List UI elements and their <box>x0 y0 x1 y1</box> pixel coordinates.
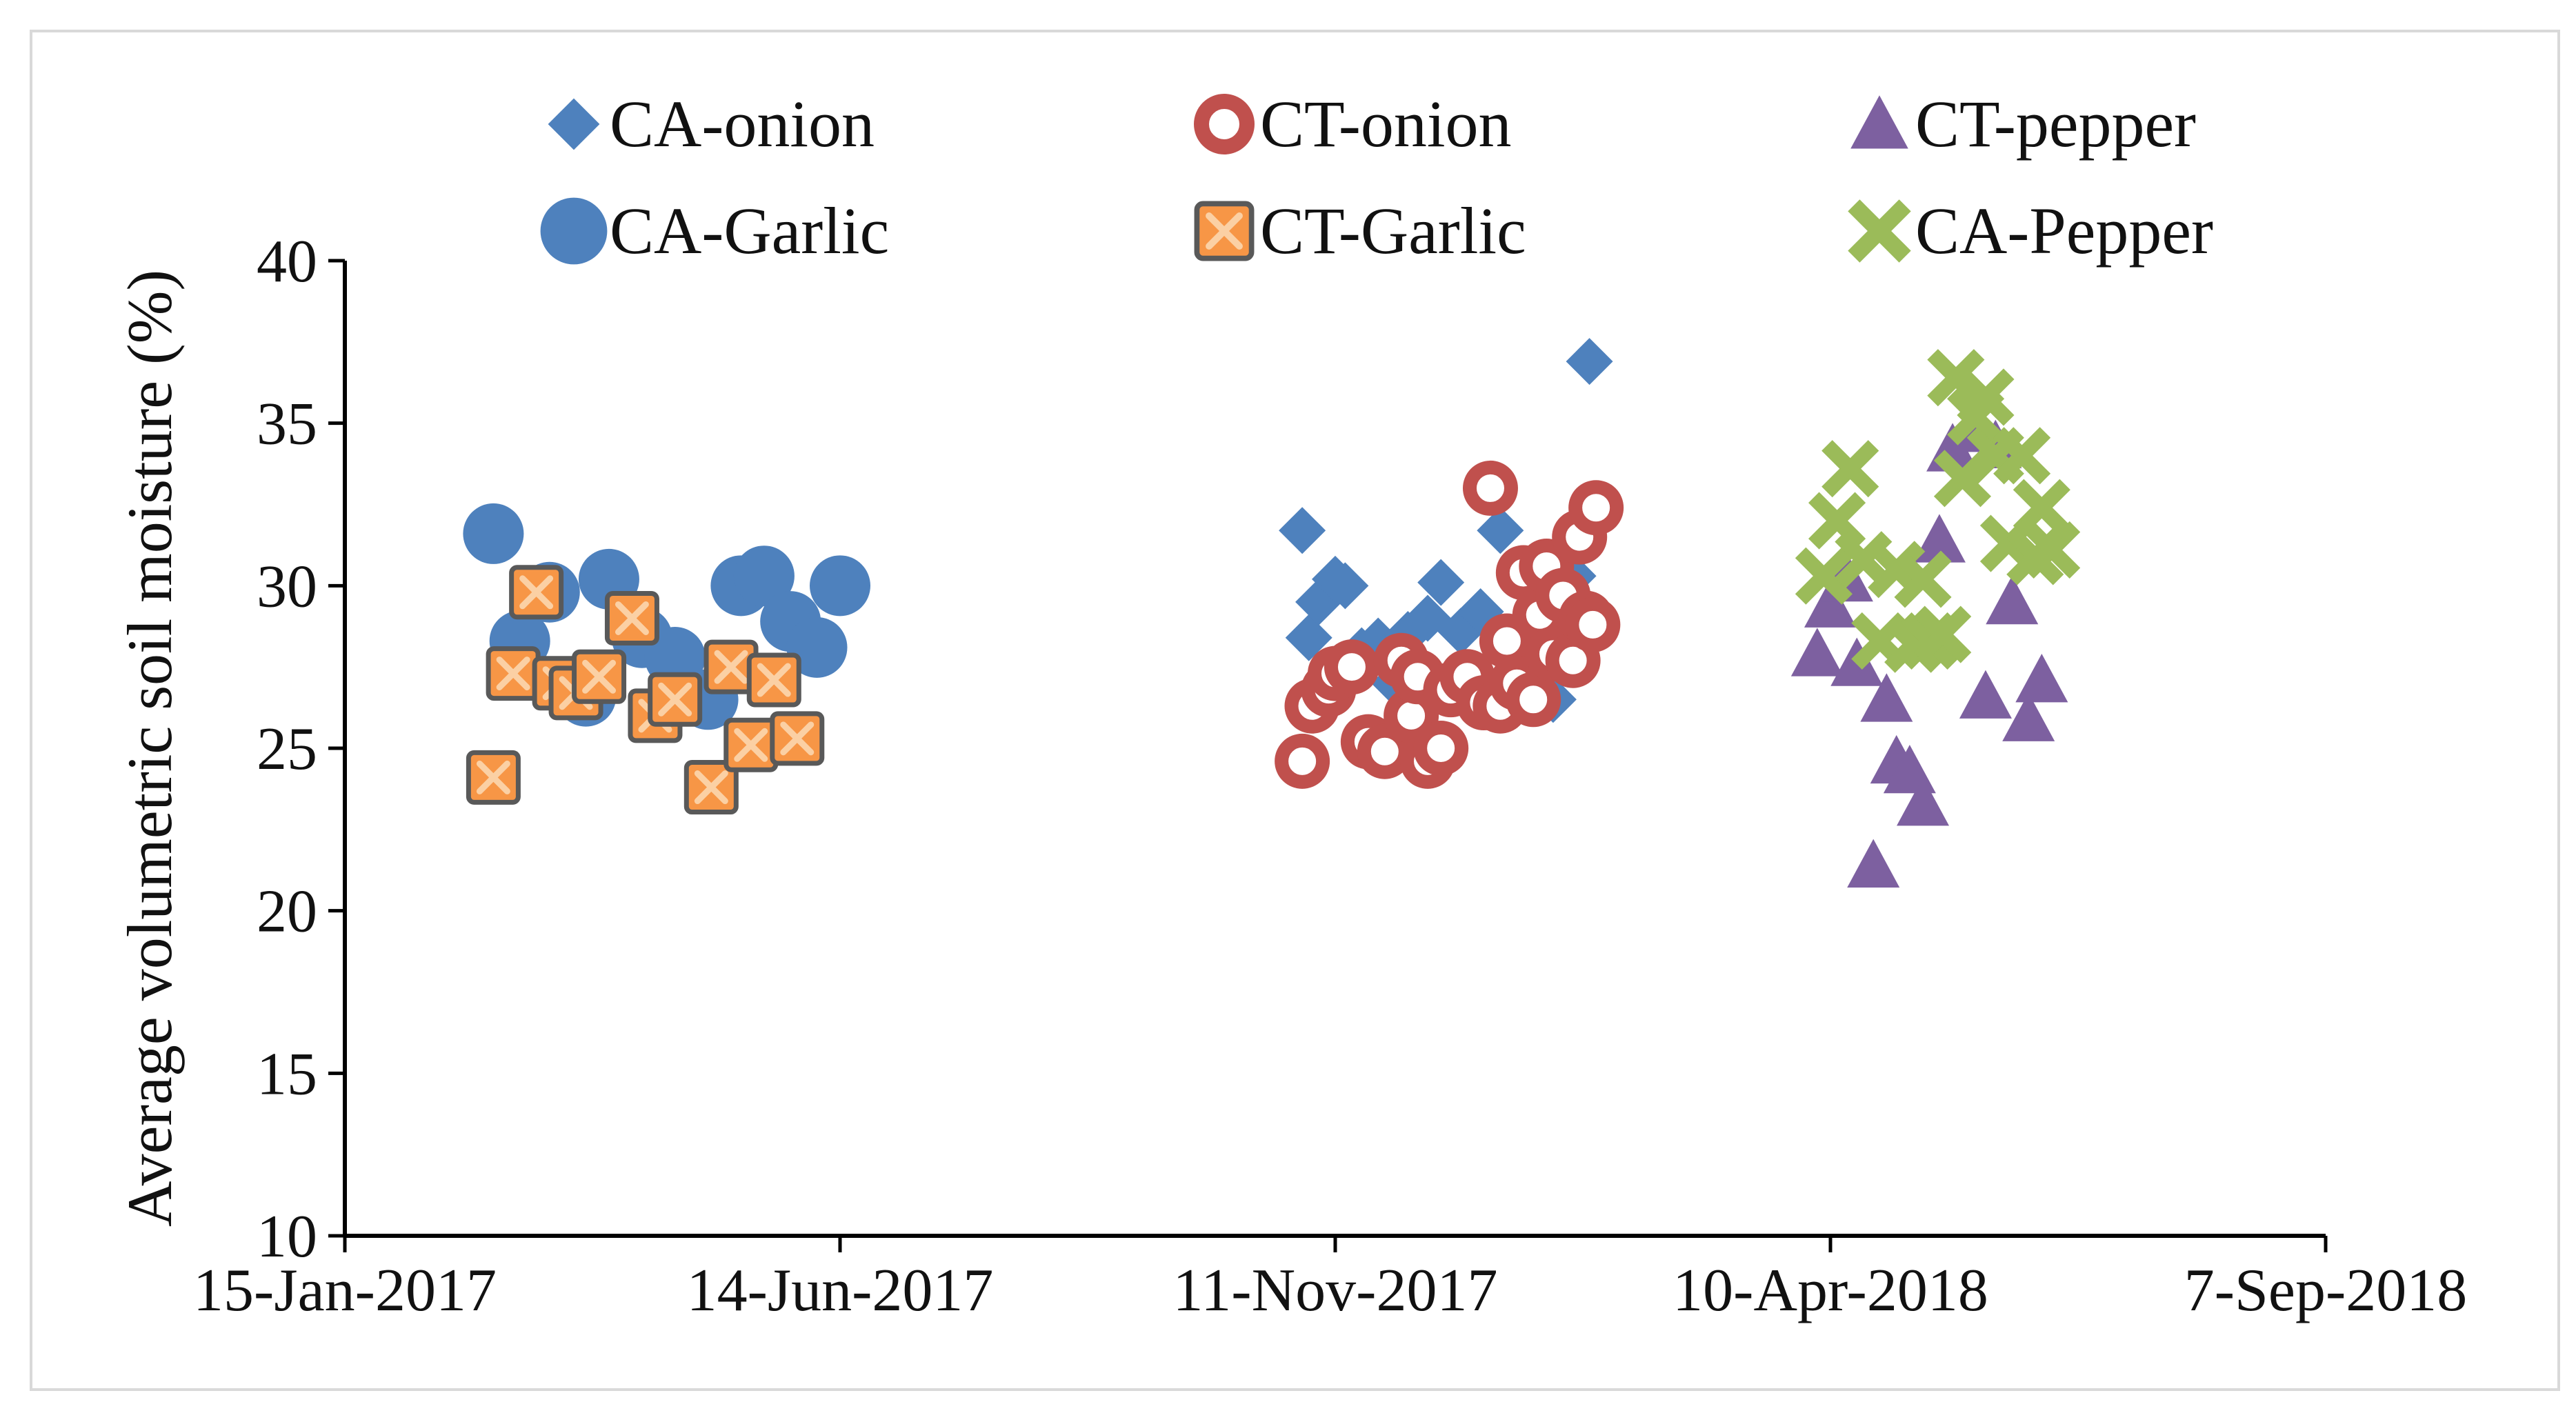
y-tick-label: 40 <box>257 228 317 295</box>
data-point <box>463 503 524 564</box>
data-point <box>1285 614 1332 661</box>
legend-marker <box>1194 94 1255 154</box>
data-point <box>2013 479 2070 537</box>
x-tick-label: 14-Jun-2017 <box>687 1257 994 1324</box>
data-point <box>1477 507 1524 554</box>
data-point <box>1959 670 2012 719</box>
legend-marker <box>1850 95 1908 149</box>
y-tick-label: 20 <box>257 879 317 945</box>
data-point <box>1324 639 1379 695</box>
data-point <box>1462 460 1518 516</box>
data-point <box>1795 547 1853 605</box>
legend-label: CA-onion <box>610 87 875 161</box>
data-point <box>2002 692 2055 741</box>
legend-item: CA-onion <box>548 87 875 161</box>
data-point <box>810 555 870 617</box>
x-tick-label: 11-Nov-2017 <box>1173 1257 1498 1324</box>
legend-label: CT-pepper <box>1915 87 2196 161</box>
data-point <box>1957 368 2015 426</box>
data-point <box>1790 628 1844 677</box>
data-point <box>733 545 795 607</box>
data-point <box>648 672 703 727</box>
data-point <box>1821 440 1879 498</box>
legend-item: CT-onion <box>1194 87 1512 161</box>
legend-label: CA-Pepper <box>1915 194 2213 268</box>
x-ticks: 15-Jan-2017 14-Jun-2017 11-Nov-2017 10-Apr-… <box>193 1236 2467 1324</box>
legend-marker <box>548 98 600 150</box>
data-point <box>1506 672 1561 728</box>
data-point <box>1894 550 1952 608</box>
legend-item: CA-Pepper <box>1848 194 2213 268</box>
legend-item: CT-Garlic <box>1194 194 1526 268</box>
x-tick-label: 7-Sep-2018 <box>2184 1257 2468 1324</box>
legend-item: CA-Garlic <box>540 194 889 268</box>
data-point <box>723 717 779 772</box>
legend-marker <box>1194 201 1255 261</box>
data-point <box>1279 507 1326 554</box>
data-point <box>1986 575 2039 625</box>
legend-item: CT-pepper <box>1850 87 2196 161</box>
y-tick-label: 15 <box>257 1041 317 1108</box>
data-point <box>2015 654 2068 703</box>
y-tick-label: 35 <box>257 391 317 458</box>
series-ct-garlic <box>466 565 825 815</box>
data-point <box>1847 839 1900 888</box>
data-point <box>1321 562 1369 610</box>
y-axis-label: Average volumetric soil moisture (%) <box>114 270 185 1227</box>
legend-marker <box>540 197 608 265</box>
data-point <box>2023 521 2081 579</box>
x-tick-label: 15-Jan-2017 <box>193 1257 497 1324</box>
legend-label: CT-Garlic <box>1260 194 1526 268</box>
data-point <box>1993 427 2051 485</box>
data-point <box>1913 514 1966 563</box>
x-tick-label: 10-Apr-2018 <box>1673 1257 1988 1324</box>
data-point <box>509 565 564 620</box>
series-ct-onion <box>1275 460 1624 789</box>
data-point <box>1568 480 1624 536</box>
y-tick-label: 30 <box>257 553 317 620</box>
data-point <box>786 617 848 678</box>
data-point <box>770 711 825 766</box>
series-ca-pepper <box>1795 349 2081 673</box>
legend-marker <box>1848 199 1911 263</box>
data-point <box>572 649 627 704</box>
data-point <box>746 652 801 708</box>
y-tick-label: 25 <box>257 716 317 783</box>
data-point <box>604 590 659 645</box>
data-point <box>466 750 521 805</box>
data-point <box>1565 597 1621 652</box>
data-point <box>1914 605 1972 663</box>
data-point <box>703 639 759 694</box>
data-point <box>1413 721 1469 776</box>
data-points <box>463 338 2081 888</box>
data-point <box>1566 338 1613 385</box>
y-tick-label: 10 <box>257 1203 317 1270</box>
y-ticks: 10 15 20 25 30 35 40 <box>257 228 345 1270</box>
data-point <box>1804 579 1857 628</box>
data-point <box>1808 492 1866 550</box>
data-point <box>1897 777 1950 826</box>
legend: CA-onion CT-onion CT-pepper CA-Garlic CT-Gar… <box>540 87 2213 268</box>
data-point <box>1275 733 1330 789</box>
data-point <box>486 646 541 701</box>
legend-label: CT-onion <box>1260 87 1512 161</box>
data-point <box>1417 559 1465 606</box>
legend-label: CA-Garlic <box>610 194 889 268</box>
data-point <box>1860 673 1913 722</box>
data-point <box>683 760 739 815</box>
